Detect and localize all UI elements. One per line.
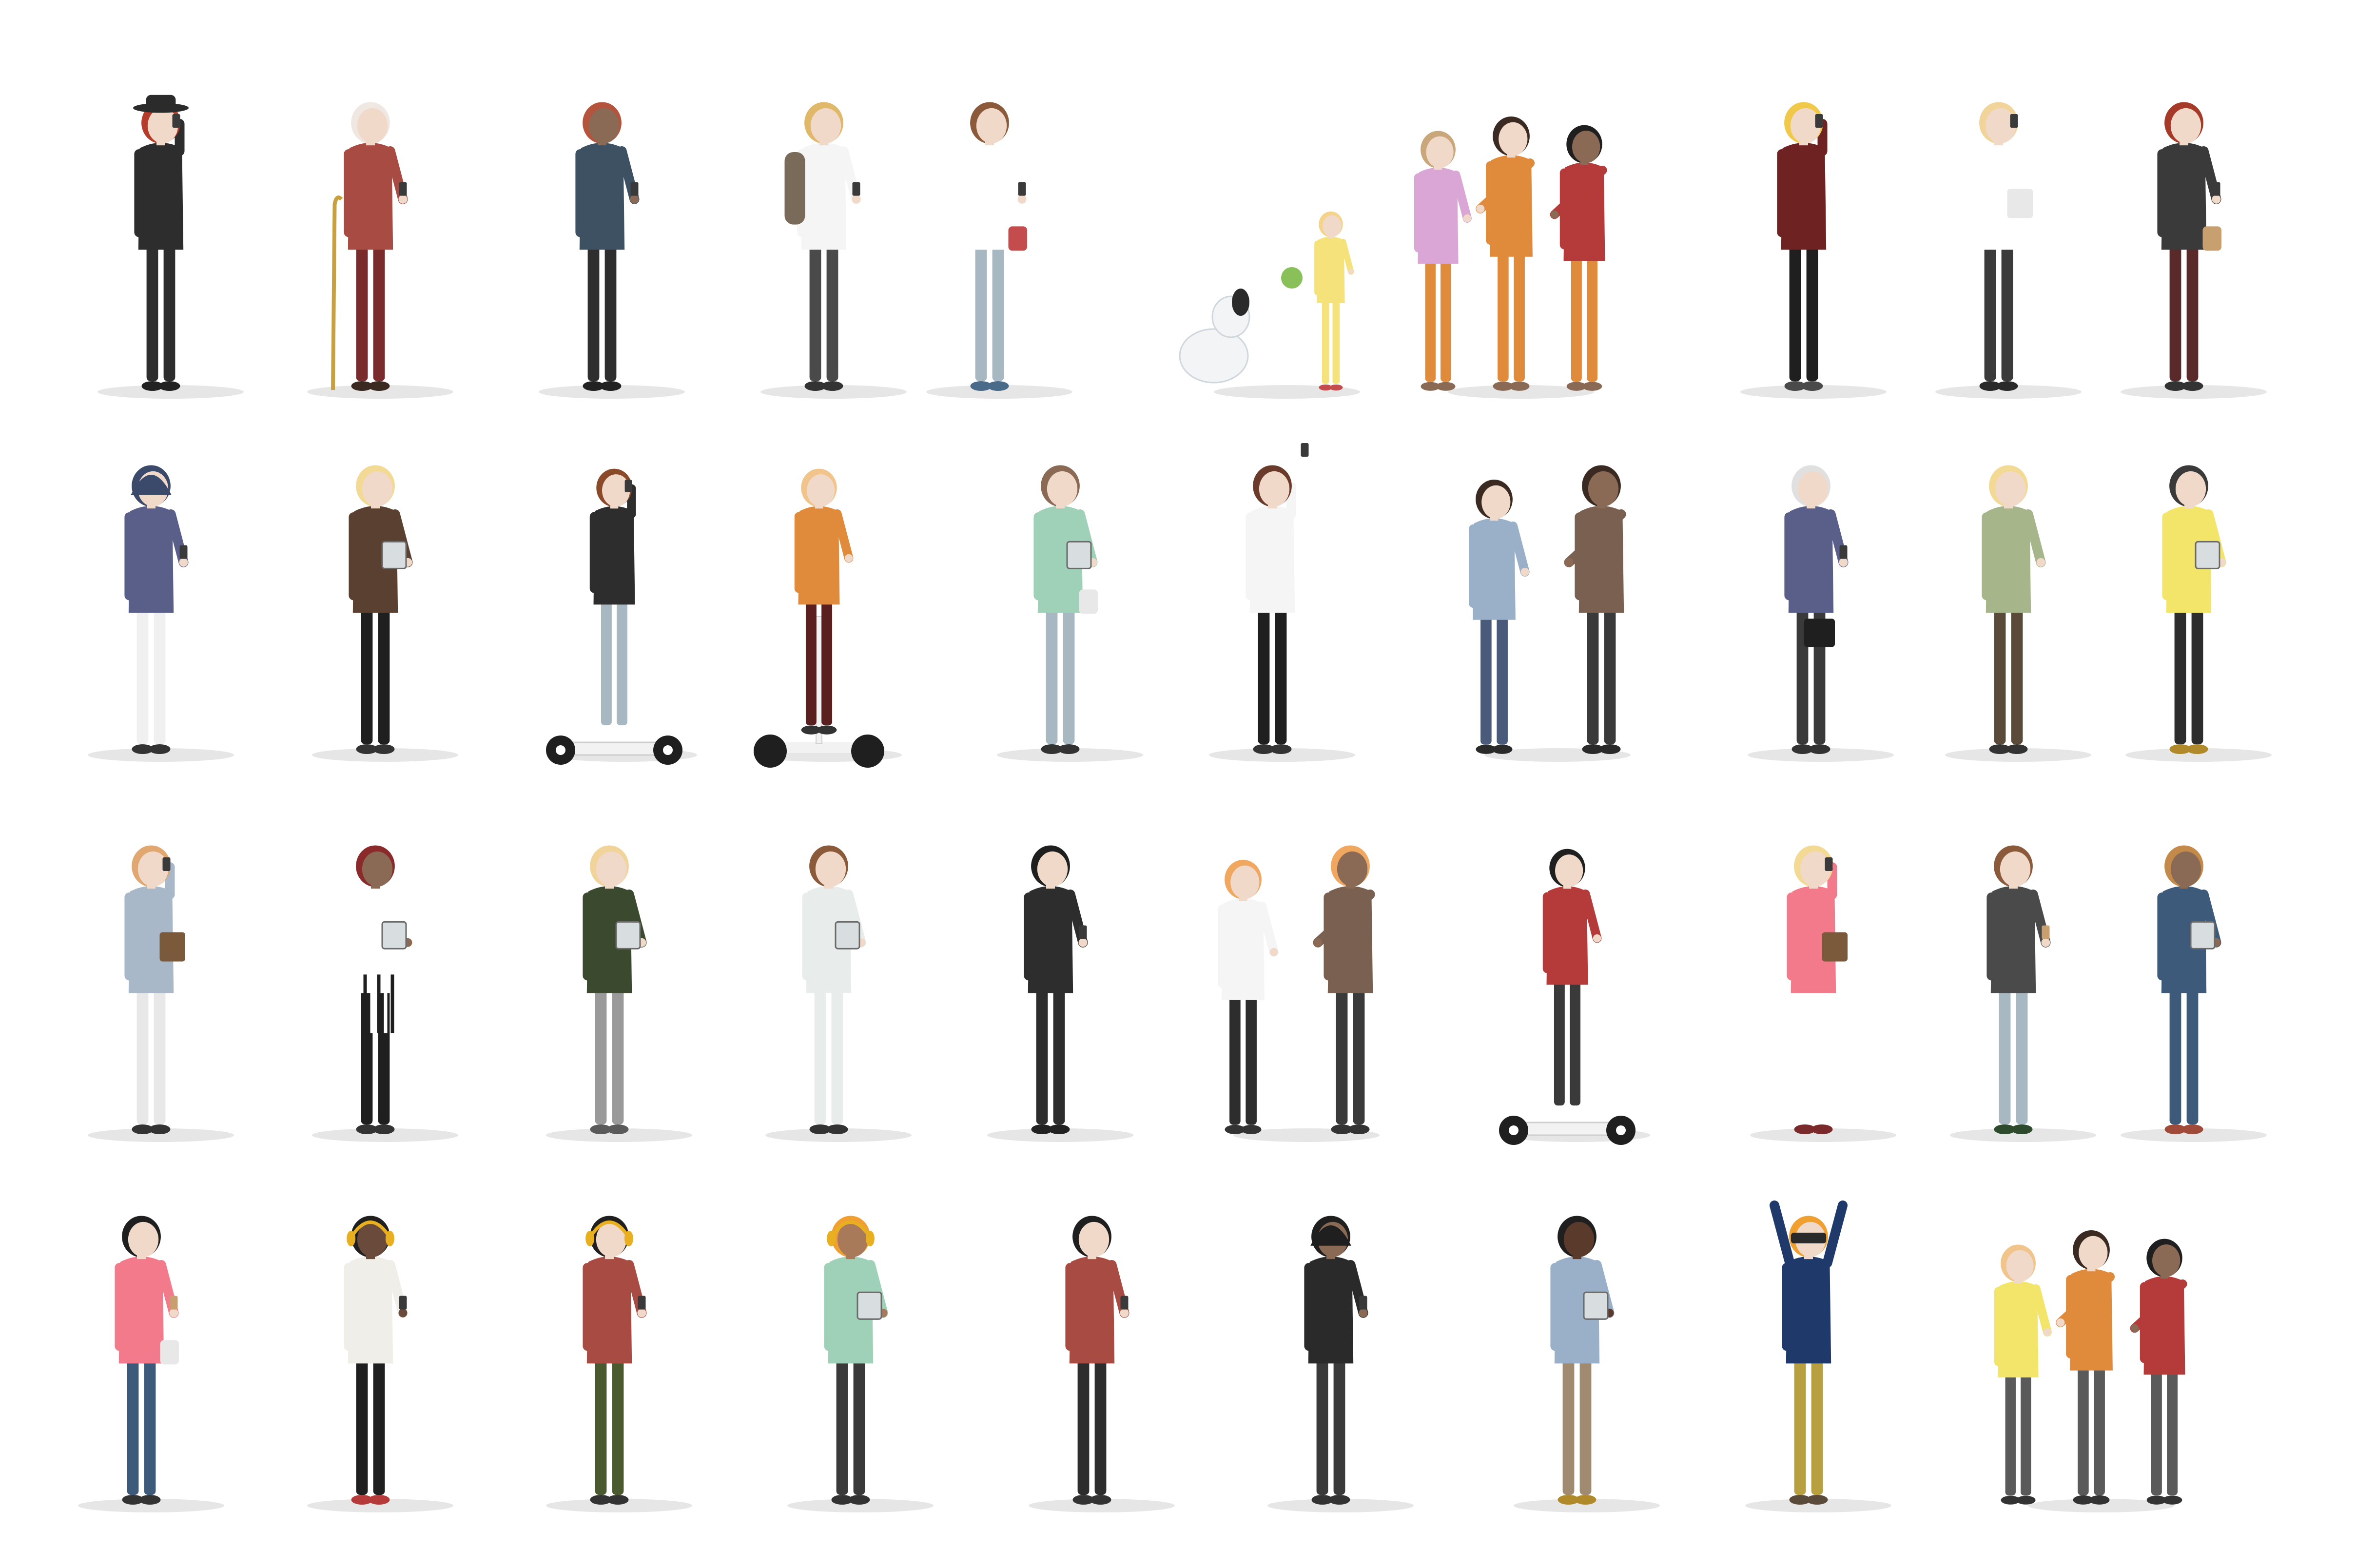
person-figure-woman-segway xyxy=(754,468,902,768)
person-figure-waitress-apron xyxy=(312,845,458,1142)
person-figure-woman-tablet xyxy=(312,465,458,762)
person-figure-man-sweater-laptop xyxy=(546,845,692,1142)
person-figure-woman-bag-phone xyxy=(2121,102,2267,399)
person-figure-group-three-tablet xyxy=(1994,1230,2187,1512)
person-figure-man-laptop xyxy=(1514,1216,1660,1512)
person-figure-man-hoverboard-phone xyxy=(546,468,697,765)
person-figure-man-vr-gaming xyxy=(1745,1200,1891,1512)
person-figure-woman-selfie xyxy=(1209,443,1355,762)
person-figure-woman-coat-folder xyxy=(88,845,234,1142)
person-figure-woman-green-jacket xyxy=(1945,465,2091,762)
person-figure-woman-bun-phone xyxy=(1029,1216,1175,1512)
person-figure-woman-pink-coffee xyxy=(78,1216,224,1512)
person-figure-man-headphones-coffee xyxy=(546,1216,692,1512)
person-figure-man-beard-phone xyxy=(987,845,1133,1142)
person-figure-woman-pink-folder xyxy=(1750,845,1896,1142)
person-figure-girl-headphones-tablet xyxy=(787,1216,934,1512)
person-figure-two-men-talking xyxy=(1469,465,1631,762)
person-figure-man-backpack-phone xyxy=(760,102,907,399)
person-figure-woman-polka-bag xyxy=(926,102,1072,399)
person-figure-man-turban-phone xyxy=(1267,1216,1414,1512)
person-figure-man-vest-coffee xyxy=(1950,845,2096,1142)
person-figure-woman-headphones-phone xyxy=(307,1216,453,1512)
person-figure-man-walking-phone xyxy=(539,102,685,399)
person-figure-woman-laptop-bag xyxy=(997,465,1143,762)
person-figure-boy-hoverboard-cap xyxy=(1499,849,1650,1145)
person-figure-doctor-video-call xyxy=(1218,845,1380,1142)
person-figure-woman-maroon-phone xyxy=(1740,102,1887,399)
person-figure-dog-and-girl xyxy=(1179,211,1360,399)
person-figure-three-girls-selfie xyxy=(1414,116,1607,399)
person-figure-woman-white-dress-tablet xyxy=(765,845,912,1142)
person-figure-woman-hat-phone xyxy=(97,95,244,399)
person-figure-old-man-briefcase xyxy=(1748,465,1894,762)
person-figure-elderly-man-cane xyxy=(307,102,453,399)
person-figure-woman-hijab-phone xyxy=(88,465,234,762)
person-figure-woman-curly-tablet xyxy=(2121,845,2267,1142)
person-figure-woman-yellow-tablet xyxy=(2125,465,2272,762)
person-figure-man-tie-papers xyxy=(1935,102,2082,399)
